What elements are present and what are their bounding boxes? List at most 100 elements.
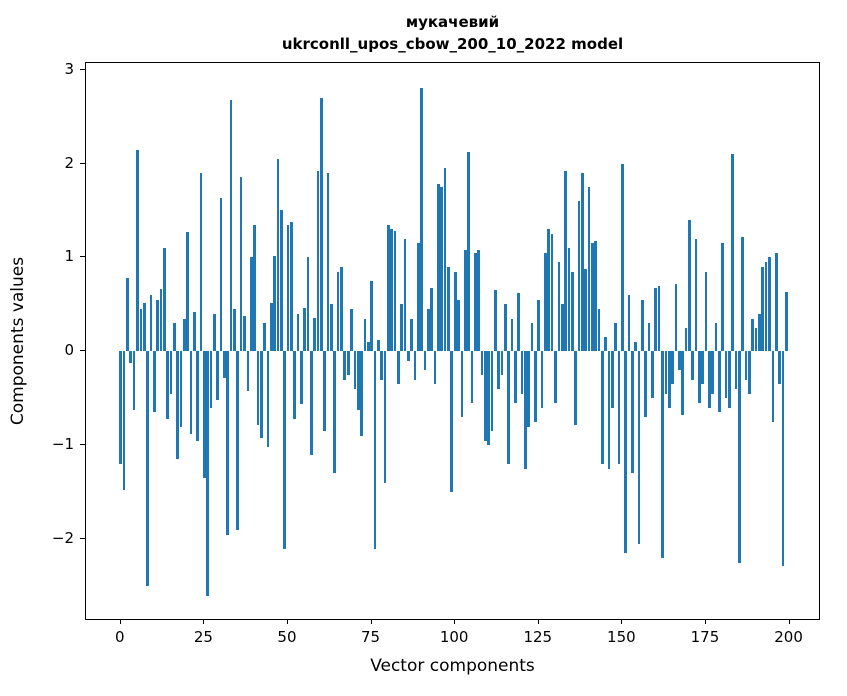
bar [470,351,474,404]
y-tick-mark [80,68,85,70]
bar [580,172,584,352]
x-tick-mark [203,619,205,624]
bar [239,176,243,352]
bar [420,88,424,352]
bar [721,243,725,352]
bar [326,172,330,352]
bar [276,158,280,352]
bar [246,351,250,391]
bar [196,351,200,441]
bar [219,198,223,352]
bar [728,351,731,408]
bar [497,351,500,389]
bar [731,154,735,352]
bar [383,351,387,483]
bar [467,152,470,352]
x-tick-mark [119,619,121,624]
bar [447,266,450,352]
bar [590,243,594,352]
bar [132,351,136,410]
bar [336,271,340,352]
bar [607,351,611,469]
bar [320,97,323,352]
bar [627,295,631,352]
bar [697,351,701,404]
bar [540,351,544,408]
bar [243,315,246,352]
bar [738,351,741,563]
bar [644,351,648,418]
bar [373,351,377,549]
bar [560,304,564,352]
bar [249,257,253,352]
bar [564,171,567,352]
bar [259,351,263,438]
bar [641,299,644,352]
bar [734,351,738,389]
bar [453,271,457,352]
bar [283,351,286,549]
bar [443,168,447,352]
bar [370,280,373,352]
bar [142,302,146,352]
bar [701,351,704,385]
bar [176,351,179,460]
y-tick-mark [80,538,85,540]
bar [493,290,497,352]
bar [236,351,240,530]
bar [684,327,688,352]
bar [440,187,444,352]
bar [119,351,123,465]
bar [774,252,778,352]
bar [577,201,581,352]
bar [363,318,367,352]
bar [741,236,745,352]
bar [748,351,751,394]
bar [674,283,678,352]
bar [209,351,213,408]
bar [714,323,718,352]
bar [310,351,313,455]
x-tick-mark [286,619,288,624]
bar [159,289,163,352]
bar [433,351,437,385]
bar [146,351,149,587]
bar [279,210,283,352]
bar [289,221,293,352]
bar [781,351,785,566]
bar [771,351,775,422]
bar [182,318,186,352]
bar [400,304,403,352]
bar [550,233,554,352]
x-tick-mark [704,619,706,624]
bar [661,351,664,559]
x-tick-mark [370,619,372,624]
bar [530,323,534,352]
bar [744,351,748,380]
bar [457,299,460,352]
x-tick-mark [621,619,623,624]
y-tick-mark [80,444,85,446]
x-tick-label: 200 [774,628,803,646]
bar [574,351,577,425]
bar [316,171,320,352]
bar [216,351,220,401]
bar [704,271,708,352]
bar [139,309,143,352]
bar [203,351,206,479]
bar [764,262,768,352]
bar [463,249,467,352]
bar [286,224,290,352]
bar [754,327,758,352]
bar [263,323,266,352]
bar [617,351,621,465]
x-tick-label: 50 [277,628,297,646]
bar [637,351,641,544]
bar [527,351,531,427]
bar [520,351,524,394]
bar [450,351,454,493]
bar [380,351,383,380]
bar [724,351,728,399]
bar [647,323,651,352]
bar [460,351,464,418]
